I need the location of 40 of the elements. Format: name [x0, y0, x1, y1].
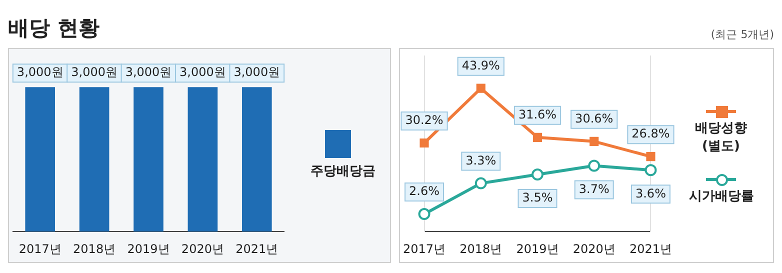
data-label: 43.9% — [462, 58, 500, 72]
x-tick-label: 2019년 — [127, 242, 170, 256]
x-tick-label: 2021년 — [236, 242, 278, 256]
point — [590, 136, 599, 146]
data-label: 3.6% — [635, 186, 666, 200]
data-label: 30.2% — [405, 113, 444, 128]
text: 시가배당률 — [689, 188, 754, 204]
data-label: 3.5% — [522, 190, 553, 205]
point — [420, 138, 429, 148]
data-label: 3,000원 — [180, 65, 226, 80]
x-tick-label: 2018년 — [460, 242, 502, 256]
chart-title: 배당 현황 — [8, 15, 100, 42]
data-label: 3,000원 — [71, 65, 118, 80]
point — [418, 208, 430, 220]
legend-label: 주당배당금 — [310, 162, 376, 180]
data-label: 30.6% — [575, 112, 614, 126]
x-tick-label: 2017년 — [402, 242, 446, 256]
point — [532, 168, 544, 181]
data-label: 3.7% — [578, 182, 610, 196]
text: 배당성향 (별도) — [694, 120, 748, 154]
point — [532, 132, 542, 142]
data-label: 3,000원 — [125, 65, 172, 80]
data-label: 3.3% — [466, 153, 496, 168]
point — [644, 164, 657, 176]
x-tick-label: 2021년 — [629, 242, 672, 256]
point — [476, 84, 486, 93]
point — [588, 160, 600, 172]
data-label: 3,000원 — [16, 65, 64, 80]
x-tick-label: 2020년 — [181, 242, 224, 256]
text: (최근 5개년) — [710, 27, 774, 42]
point — [474, 177, 487, 190]
point — [646, 152, 656, 162]
data-label: 31.6% — [518, 108, 557, 122]
data-label: 2.6% — [409, 184, 440, 198]
x-tick-label: 2018년 — [73, 242, 116, 256]
data-label: 26.8% — [632, 126, 670, 141]
data-label: 3,000원 — [234, 65, 280, 80]
x-tick-label: 2017년 — [18, 242, 62, 256]
x-tick-label: 2019년 — [516, 242, 559, 256]
x-tick-label: 2020년 — [572, 242, 616, 256]
